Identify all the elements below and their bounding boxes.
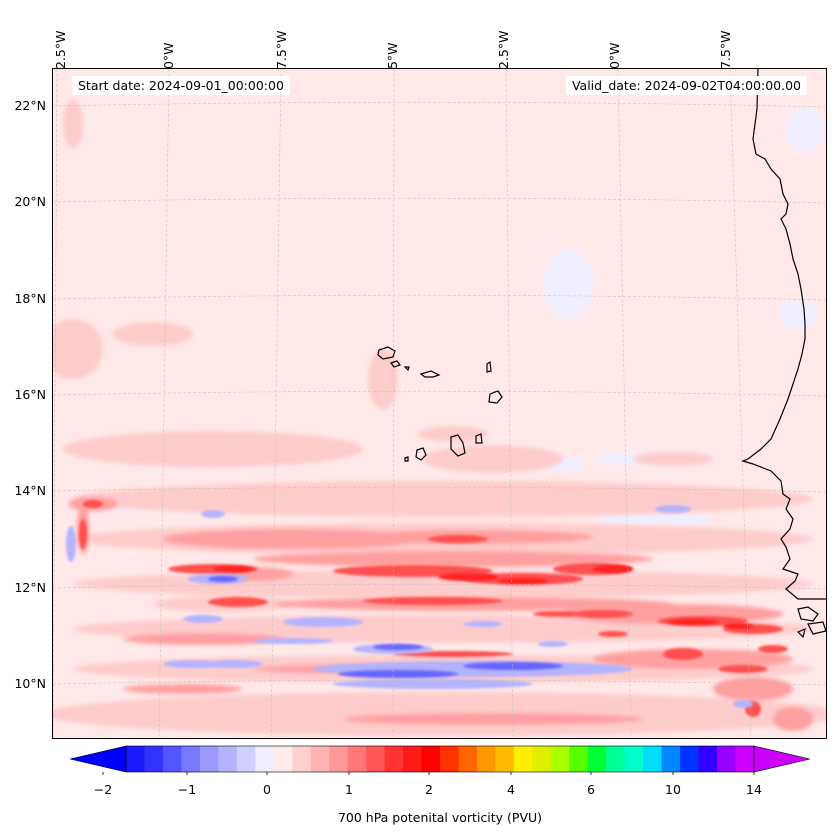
cb-tick-label-2: 2	[425, 782, 433, 797]
colorbar-cell-3	[181, 746, 201, 772]
start-date-label: Start date: 2024-09-01_00:00:00	[72, 76, 290, 95]
colorbar-cell-21	[513, 746, 533, 772]
colorbar-cell-2	[162, 746, 182, 772]
colorbar-cell-28	[643, 746, 663, 772]
cb-tick-label-6: 6	[587, 782, 595, 797]
colorbar-under-arrow	[70, 745, 127, 773]
strong-blue-cores	[208, 576, 563, 678]
lat-label-10n: 10°N	[14, 676, 46, 691]
cb-tick-label-0: 0	[263, 782, 271, 797]
lat-label-20n: 20°N	[14, 194, 46, 209]
lat-label-18n: 18°N	[14, 291, 46, 306]
peak-red-cores	[213, 565, 753, 629]
colorbar-cell-33	[735, 746, 755, 772]
coast-islet-3	[796, 627, 806, 639]
cb-tick-label-10: 10	[665, 782, 681, 797]
graticule-lon-32-5	[53, 69, 58, 738]
cape-verde-sao-nicolau	[419, 370, 441, 378]
cb-tick-label-1: 1	[345, 782, 353, 797]
graticule-lat-20	[53, 197, 826, 204]
graticule-lat-18	[53, 294, 826, 301]
colorbar-cell-9	[292, 746, 312, 772]
cape-verde-sao-vicente	[390, 360, 401, 368]
cb-tick-label-14: 14	[746, 782, 762, 797]
colorbar-cell-29	[661, 746, 681, 772]
colorbar-cell-6	[236, 746, 256, 772]
lat-label-22n: 22°N	[14, 98, 46, 113]
valid-date-label: Valid_date: 2024-09-02T04:00:00.00	[565, 76, 807, 95]
colorbar-cell-17	[440, 746, 459, 772]
colorbar-cell-23	[550, 746, 570, 772]
colorbar-cell-14	[384, 746, 404, 772]
colorbar-cell-30	[680, 746, 700, 772]
cape-verde-santo-antao	[377, 346, 396, 360]
graticule-lon-17-5	[729, 69, 752, 738]
cape-verde-santiago	[450, 434, 466, 457]
graticule-lat-16	[53, 390, 826, 397]
cb-tick-label-neg2: −2	[93, 782, 113, 797]
lat-label-14n: 14°N	[14, 483, 46, 498]
colorbar-cell-19	[476, 746, 496, 772]
colorbar-cell-24	[569, 746, 589, 772]
colorbar-cell-20	[495, 746, 515, 772]
colorbar-cell-18	[458, 746, 478, 772]
colorbar-cell-13	[366, 746, 386, 772]
colorbar-cell-7	[255, 746, 275, 772]
colorbar-cell-12	[347, 746, 367, 772]
lat-label-16n: 16°N	[14, 387, 46, 402]
coastlines	[377, 69, 826, 639]
colorbar-over-arrow	[753, 745, 810, 773]
colorbar-title: 700 hPa potenital vorticity (PVU)	[337, 810, 543, 825]
colorbar	[70, 745, 810, 775]
graticule	[53, 69, 826, 738]
coast-islet-1	[797, 606, 819, 622]
graticule-lon-22-5	[505, 69, 514, 738]
lat-label-12n: 12°N	[14, 580, 46, 595]
cb-tick-label-4: 4	[507, 782, 515, 797]
graticule-lon-27-5	[270, 69, 282, 738]
colorbar-cells	[126, 746, 755, 772]
colorbar-cell-32	[717, 746, 737, 772]
colorbar-cell-11	[329, 746, 349, 772]
cb-tick-label-neg1: −1	[177, 782, 197, 797]
colorbar-cell-1	[144, 746, 164, 772]
colorbar-cell-31	[698, 746, 718, 772]
colorbar-outline	[125, 745, 755, 773]
colorbar-cell-8	[273, 746, 293, 772]
cape-verde-brava	[404, 456, 409, 462]
colorbar-tick-marks	[102, 772, 755, 775]
graticule-lon-25	[392, 69, 395, 738]
cape-verde-boa-vista	[488, 390, 503, 404]
graticule-lat-22	[53, 101, 826, 108]
pv-field-map	[53, 69, 826, 738]
colorbar-cell-16	[421, 746, 441, 772]
colorbar-cell-25	[587, 746, 607, 772]
cape-verde-maio	[475, 433, 483, 444]
cape-verde-sal	[486, 360, 492, 373]
mid-red-bands	[68, 497, 813, 731]
colorbar-cell-22	[532, 746, 552, 772]
graticule-lat-10	[53, 679, 826, 686]
map-panel[interactable]	[52, 68, 827, 739]
graticule-lat-14	[53, 486, 826, 493]
colorbar-cell-4	[199, 746, 219, 772]
graticule-lon-20	[617, 69, 632, 738]
graticule-lat-12	[53, 583, 826, 590]
colorbar-cell-0	[126, 746, 145, 772]
cape-verde-santa-luzia	[403, 366, 410, 372]
colorbar-cell-26	[606, 746, 626, 772]
colorbar-cell-10	[310, 746, 330, 772]
colorbar-cell-27	[624, 746, 644, 772]
cape-verde-fogo	[415, 447, 427, 461]
coast-islet-2	[807, 621, 826, 635]
colorbar-cell-15	[403, 746, 423, 772]
africa-coastline	[741, 69, 826, 600]
colorbar-cell-5	[218, 746, 238, 772]
graticule-lon-30	[158, 69, 170, 738]
